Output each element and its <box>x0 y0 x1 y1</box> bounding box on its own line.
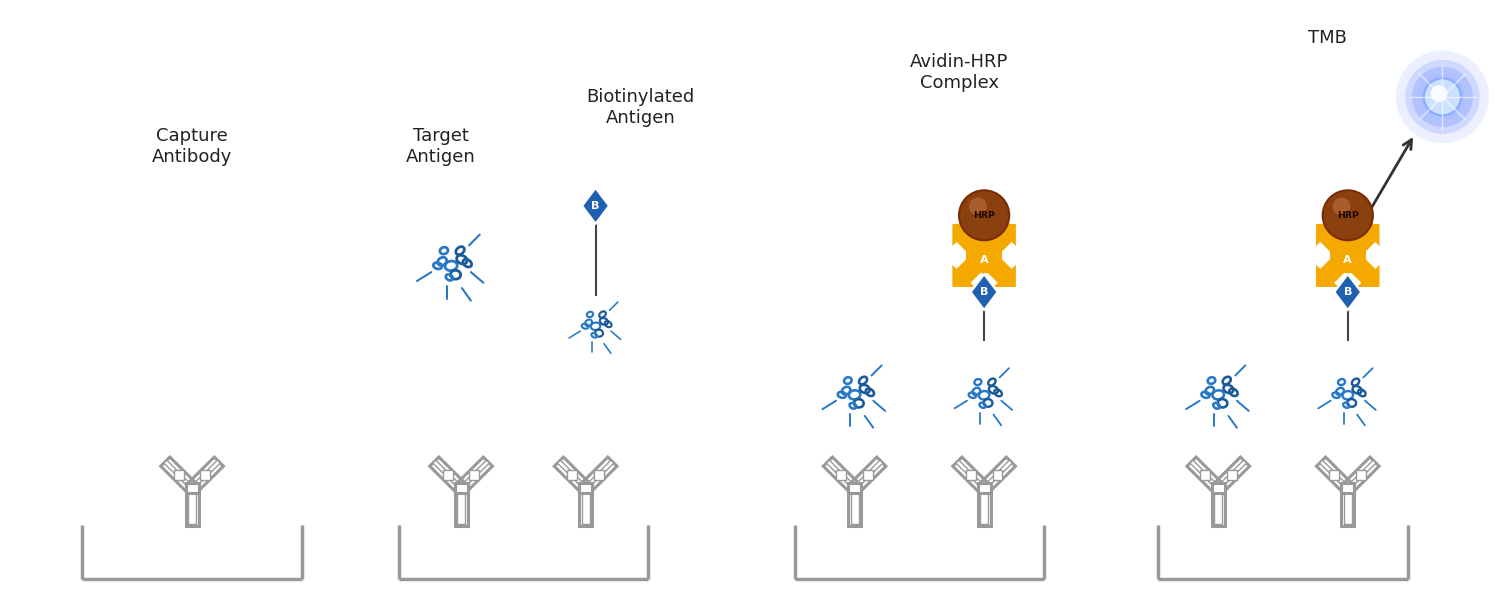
Bar <box>458 490 465 524</box>
Circle shape <box>1431 85 1448 102</box>
Circle shape <box>1332 197 1350 215</box>
Circle shape <box>958 190 1010 240</box>
Bar <box>1330 238 1365 273</box>
Bar <box>1341 483 1354 493</box>
Text: TMB: TMB <box>1308 29 1347 47</box>
Polygon shape <box>1190 460 1219 490</box>
Polygon shape <box>584 460 614 490</box>
Bar <box>442 470 453 480</box>
Bar <box>470 470 480 480</box>
Text: Target
Antigen: Target Antigen <box>406 127 476 166</box>
Bar <box>594 470 604 480</box>
Text: B: B <box>980 287 988 297</box>
Text: A: A <box>980 255 988 265</box>
Bar <box>454 483 468 493</box>
Bar <box>847 488 861 526</box>
Polygon shape <box>976 248 1016 287</box>
Polygon shape <box>582 188 609 224</box>
Circle shape <box>1419 74 1466 119</box>
Bar <box>1344 490 1352 524</box>
Bar <box>186 488 198 526</box>
Text: A: A <box>1344 255 1352 265</box>
Bar <box>847 483 861 493</box>
Bar <box>188 490 196 524</box>
Bar <box>978 488 990 526</box>
Bar <box>1215 490 1222 524</box>
Bar <box>1227 470 1236 480</box>
Bar <box>567 470 578 480</box>
Bar <box>993 470 1002 480</box>
Bar <box>186 483 198 493</box>
Bar <box>978 483 990 493</box>
Polygon shape <box>952 248 992 287</box>
Polygon shape <box>164 460 194 490</box>
Polygon shape <box>976 224 1016 262</box>
Bar <box>966 238 1002 273</box>
Text: Biotinylated
Antigen: Biotinylated Antigen <box>586 88 694 127</box>
Text: B: B <box>591 201 600 211</box>
Bar <box>579 483 592 493</box>
Polygon shape <box>1316 224 1354 262</box>
Bar <box>980 490 988 524</box>
Bar <box>454 488 468 526</box>
Polygon shape <box>1341 224 1380 262</box>
Bar <box>862 470 873 480</box>
Bar <box>579 488 592 526</box>
Polygon shape <box>1216 460 1246 490</box>
Circle shape <box>969 197 987 215</box>
Polygon shape <box>827 460 856 490</box>
Polygon shape <box>433 460 462 490</box>
Bar <box>201 470 210 480</box>
Polygon shape <box>982 460 1012 490</box>
Text: Avidin-HRP
Complex: Avidin-HRP Complex <box>910 53 1008 92</box>
Polygon shape <box>970 274 998 310</box>
Bar <box>1356 470 1366 480</box>
Bar <box>836 470 846 480</box>
Polygon shape <box>558 460 586 490</box>
Polygon shape <box>1320 460 1348 490</box>
Circle shape <box>1412 67 1473 127</box>
Polygon shape <box>1335 274 1360 310</box>
Bar <box>1341 488 1354 526</box>
Polygon shape <box>1347 460 1376 490</box>
Text: Capture
Antibody: Capture Antibody <box>152 127 232 166</box>
Bar <box>1212 483 1224 493</box>
Bar <box>174 470 183 480</box>
Circle shape <box>1424 79 1461 115</box>
Bar <box>850 490 858 524</box>
Polygon shape <box>853 460 883 490</box>
Polygon shape <box>1316 248 1354 287</box>
Bar <box>1200 470 1210 480</box>
Bar <box>966 470 975 480</box>
Polygon shape <box>952 224 992 262</box>
Text: B: B <box>1344 287 1352 297</box>
Polygon shape <box>956 460 986 490</box>
Polygon shape <box>459 460 489 490</box>
Text: HRP: HRP <box>974 211 994 220</box>
Bar <box>1329 470 1340 480</box>
Polygon shape <box>1341 248 1380 287</box>
Bar <box>1212 488 1224 526</box>
Bar <box>582 490 590 524</box>
Circle shape <box>1396 50 1490 143</box>
Circle shape <box>1406 60 1479 134</box>
Circle shape <box>1323 190 1372 240</box>
Polygon shape <box>190 460 220 490</box>
Text: HRP: HRP <box>1336 211 1359 220</box>
